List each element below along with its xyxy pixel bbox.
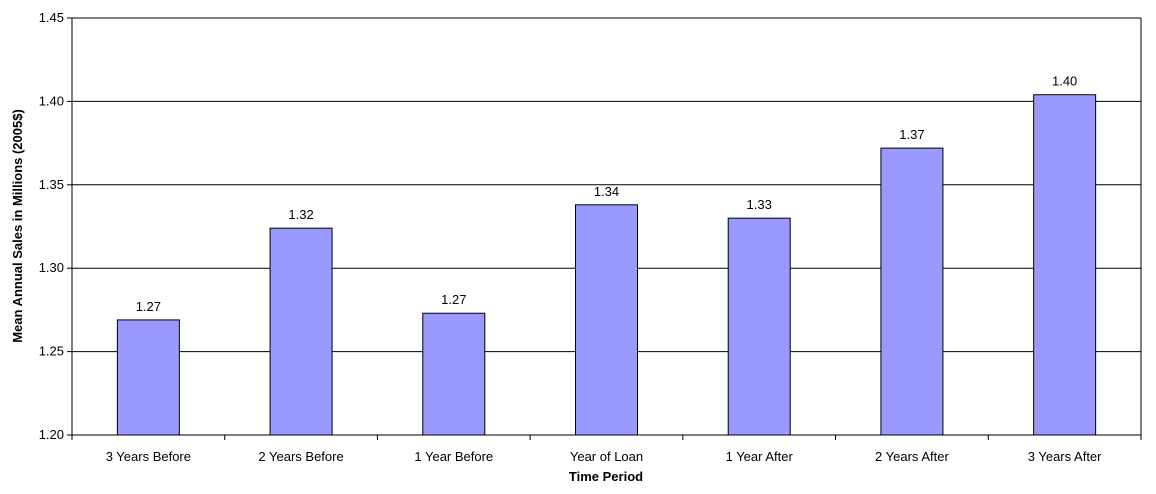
data-label: 1.32 bbox=[288, 207, 313, 222]
y-tick-label: 1.20 bbox=[39, 427, 64, 442]
data-label: 1.37 bbox=[899, 127, 924, 142]
x-tick-label: Year of Loan bbox=[570, 449, 643, 464]
data-label: 1.33 bbox=[747, 197, 772, 212]
data-label: 1.27 bbox=[441, 292, 466, 307]
bar bbox=[269, 227, 333, 436]
x-tick-label: 3 Years Before bbox=[106, 449, 191, 464]
bar bbox=[1033, 94, 1097, 436]
bar bbox=[880, 147, 944, 436]
x-tick-label: 3 Years After bbox=[1028, 449, 1102, 464]
y-tick-label: 1.35 bbox=[39, 177, 64, 192]
gridlines bbox=[72, 17, 1141, 353]
x-tick-label: 1 Year Before bbox=[414, 449, 493, 464]
x-tick-label: 2 Years Before bbox=[258, 449, 343, 464]
bar bbox=[422, 312, 486, 436]
data-label: 1.27 bbox=[136, 299, 161, 314]
y-tick-label: 1.25 bbox=[39, 344, 64, 359]
y-tick-label: 1.40 bbox=[39, 93, 64, 108]
y-tick-label: 1.45 bbox=[39, 10, 64, 25]
bars bbox=[116, 94, 1097, 436]
axes bbox=[67, 17, 1142, 440]
x-tick-label: 2 Years After bbox=[875, 449, 949, 464]
data-label: 1.40 bbox=[1052, 74, 1077, 89]
data-label: 1.34 bbox=[594, 184, 619, 199]
bar bbox=[727, 217, 791, 436]
x-axis-title: Time Period bbox=[569, 469, 643, 484]
x-tick-label: 1 Year After bbox=[726, 449, 794, 464]
y-tick-label: 1.30 bbox=[39, 260, 64, 275]
bar bbox=[575, 204, 638, 436]
y-axis-title: Mean Annual Sales in Millions (2005$) bbox=[10, 109, 25, 343]
bar bbox=[116, 319, 180, 436]
labels: 1.20 1.25 1.30 1.35 1.40 1.45 1.27 3 Years Befo… bbox=[39, 10, 1102, 464]
